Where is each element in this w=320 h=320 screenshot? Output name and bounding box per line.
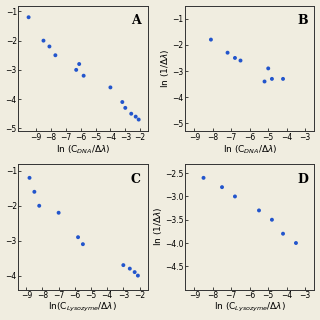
X-axis label: ln (C$_{Lysozyme}$/$\Delta\lambda$): ln (C$_{Lysozyme}$/$\Delta\lambda$) <box>214 301 286 315</box>
Point <box>123 105 128 110</box>
Point <box>47 44 52 49</box>
Point <box>41 38 46 43</box>
Point <box>266 66 271 71</box>
Point <box>232 55 237 60</box>
Point <box>127 266 132 271</box>
Point <box>120 100 125 105</box>
Point <box>129 111 134 116</box>
Point <box>225 50 230 55</box>
Point <box>280 231 285 236</box>
X-axis label: ln (C$_{DNA}$/$\Delta\lambda$): ln (C$_{DNA}$/$\Delta\lambda$) <box>56 143 110 156</box>
X-axis label: ln(C$_{Lysozyme}$/$\Delta\lambda$): ln(C$_{Lysozyme}$/$\Delta\lambda$) <box>48 301 117 315</box>
Text: C: C <box>131 173 141 186</box>
Point <box>37 203 42 208</box>
Point <box>135 273 140 278</box>
Point <box>293 240 299 245</box>
Point <box>262 79 267 84</box>
Point <box>132 269 137 275</box>
Point <box>256 208 261 213</box>
Point <box>56 210 61 215</box>
Point <box>74 67 79 72</box>
Text: D: D <box>298 173 308 186</box>
Point <box>136 117 141 122</box>
Point <box>80 242 85 247</box>
Point <box>220 185 225 190</box>
Point <box>280 76 285 82</box>
Point <box>26 15 31 20</box>
Point <box>76 235 81 240</box>
Text: B: B <box>298 14 308 27</box>
X-axis label: ln (C$_{DNA}$/$\Delta\lambda$): ln (C$_{DNA}$/$\Delta\lambda$) <box>223 143 277 156</box>
Text: A: A <box>131 14 140 27</box>
Y-axis label: ln (1/$\Delta\lambda$): ln (1/$\Delta\lambda$) <box>159 49 171 88</box>
Point <box>232 194 237 199</box>
Point <box>32 189 37 194</box>
Point <box>201 175 206 180</box>
Point <box>81 73 86 78</box>
Y-axis label: ln (1/$\Delta\lambda$): ln (1/$\Delta\lambda$) <box>152 207 164 246</box>
Point <box>269 217 275 222</box>
Point <box>133 114 138 119</box>
Point <box>108 85 113 90</box>
Point <box>208 37 213 42</box>
Point <box>269 76 275 82</box>
Point <box>76 61 82 67</box>
Point <box>238 58 243 63</box>
Point <box>121 263 126 268</box>
Point <box>53 53 58 58</box>
Point <box>27 175 32 180</box>
